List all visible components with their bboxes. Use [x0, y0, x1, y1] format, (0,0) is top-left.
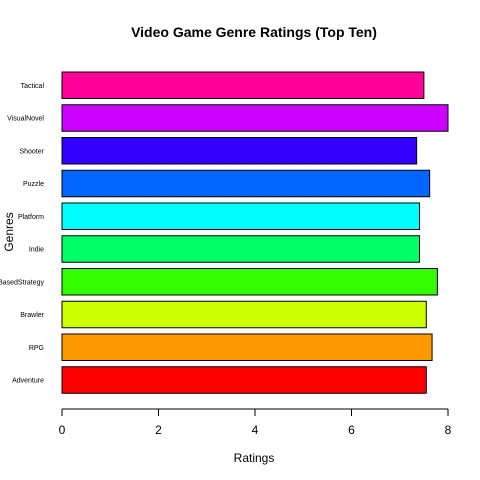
x-axis: 0 2 4 6 8 [59, 408, 452, 437]
bar-tactical [61, 71, 425, 99]
category-label-tactical: Tactical [21, 83, 45, 90]
bar-rpg [61, 333, 433, 361]
x-tick-label: 8 [445, 423, 452, 437]
bar-puzzle [61, 169, 431, 198]
bar-shooter [61, 137, 418, 165]
chart-title: Video Game Genre Ratings (Top Ten) [131, 24, 377, 40]
category-label-adventure: Adventure [12, 378, 44, 385]
x-tick-label: 2 [155, 423, 162, 437]
category-label-puzzle: Puzzle [23, 181, 44, 188]
x-tick-label: 6 [348, 423, 355, 437]
category-labels-group: Adventure RPG Brawler TurnBasedStrategy Indi… [0, 83, 45, 385]
bar-turnbasedstrategy [61, 268, 438, 296]
bar-platform [61, 202, 421, 230]
category-label-indie: Indie [29, 247, 44, 254]
category-label-platform: Platform [18, 214, 44, 221]
bar-indie [61, 235, 421, 263]
bar-brawler [61, 300, 427, 329]
x-tick-label: 0 [59, 423, 66, 437]
x-tick-label: 4 [252, 423, 259, 437]
bar-adventure [61, 366, 427, 394]
category-label-visualnovel: VisualNovel [7, 116, 44, 123]
category-label-turnbasedstrategy: TurnBasedStrategy [0, 279, 44, 286]
bar-visualnovel [61, 104, 449, 132]
category-label-shooter: Shooter [19, 148, 44, 155]
category-label-brawler: Brawler [20, 312, 44, 319]
bars-group [61, 71, 449, 394]
x-axis-label: Ratings [234, 451, 275, 465]
y-axis-label: Genres [2, 212, 16, 251]
category-label-rpg: RPG [29, 345, 44, 352]
